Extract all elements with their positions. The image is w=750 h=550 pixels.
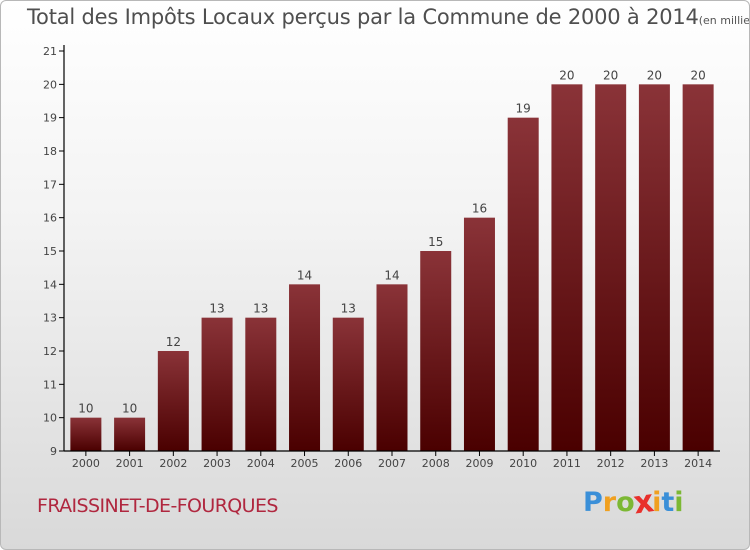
logo-letter: i	[652, 487, 662, 518]
y-tick-label-16: 16	[43, 212, 57, 225]
logo-letter: P	[583, 487, 603, 518]
x-tick-label-2003: 2003	[203, 457, 231, 470]
logo-letter: x	[630, 483, 656, 522]
y-tick-label-11: 11	[43, 378, 57, 391]
y-tick-label-20: 20	[43, 78, 57, 91]
x-tick-label-2004: 2004	[247, 457, 275, 470]
logo-letter: r	[602, 487, 617, 518]
y-tick-label-21: 21	[43, 45, 57, 58]
bar-2006	[332, 317, 364, 451]
chart-title: Total des Impôts Locaux perçus par la Co…	[27, 5, 750, 29]
proxiti-logo: Proxiti	[583, 483, 684, 521]
bar-2000	[70, 417, 102, 451]
y-tick-label-15: 15	[43, 245, 57, 258]
bar-2009	[463, 217, 495, 451]
data-label-2005: 14	[297, 268, 312, 282]
logo-letter: o	[616, 487, 635, 518]
bar-2013	[638, 84, 670, 451]
y-tick-label-13: 13	[43, 312, 57, 325]
bar-2012	[595, 84, 627, 451]
x-tick-label-2007: 2007	[378, 457, 406, 470]
x-tick-label-2009: 2009	[465, 457, 493, 470]
y-tick-label-9: 9	[50, 445, 57, 458]
bar-2001	[114, 417, 146, 451]
data-label-2003: 13	[209, 302, 224, 316]
data-label-2011: 20	[559, 68, 574, 82]
bar-2014	[682, 84, 714, 451]
logo-letter: t	[661, 487, 675, 518]
x-tick-label-2011: 2011	[553, 457, 581, 470]
y-tick-label-19: 19	[43, 112, 57, 125]
x-tick-label-2005: 2005	[291, 457, 319, 470]
data-label-2004: 13	[253, 302, 268, 316]
data-label-2002: 12	[166, 335, 181, 349]
bar-2003	[201, 317, 233, 451]
bar-2004	[245, 317, 277, 451]
chart-unit-note: (en milliers d'€)	[698, 14, 750, 27]
x-tick-label-2014: 2014	[684, 457, 712, 470]
x-tick-label-2001: 2001	[116, 457, 144, 470]
y-tick-label-14: 14	[43, 278, 57, 291]
x-tick-label-2013: 2013	[640, 457, 668, 470]
data-label-2009: 16	[472, 202, 487, 216]
bar-2002	[157, 351, 189, 451]
y-tick-label-18: 18	[43, 145, 57, 158]
data-label-2001: 10	[122, 402, 137, 416]
x-tick-label-2012: 2012	[597, 457, 625, 470]
bar-2005	[289, 284, 321, 451]
data-label-2012: 20	[603, 68, 618, 82]
bar-2011	[551, 84, 583, 451]
data-label-2014: 20	[690, 68, 705, 82]
data-label-2000: 10	[78, 402, 93, 416]
data-label-2010: 19	[516, 102, 531, 116]
chart-title-text: Total des Impôts Locaux perçus par la Co…	[27, 5, 699, 29]
y-tick-label-12: 12	[43, 345, 57, 358]
bar-2008	[420, 251, 452, 451]
logo-letter: i	[674, 487, 684, 518]
data-label-2013: 20	[647, 68, 662, 82]
x-tick-label-2000: 2000	[72, 457, 100, 470]
data-label-2008: 15	[428, 235, 443, 249]
x-tick-label-2006: 2006	[334, 457, 362, 470]
x-tick-label-2008: 2008	[422, 457, 450, 470]
bar-2007	[376, 284, 408, 451]
x-tick-label-2002: 2002	[159, 457, 187, 470]
x-tick-label-2010: 2010	[509, 457, 537, 470]
commune-name: FRAISSINET-DE-FOURQUES	[37, 495, 278, 517]
y-tick-label-17: 17	[43, 178, 57, 191]
data-label-2006: 13	[341, 302, 356, 316]
bar-2010	[507, 117, 539, 452]
y-tick-label-10: 10	[43, 412, 57, 425]
data-label-2007: 14	[384, 268, 399, 282]
